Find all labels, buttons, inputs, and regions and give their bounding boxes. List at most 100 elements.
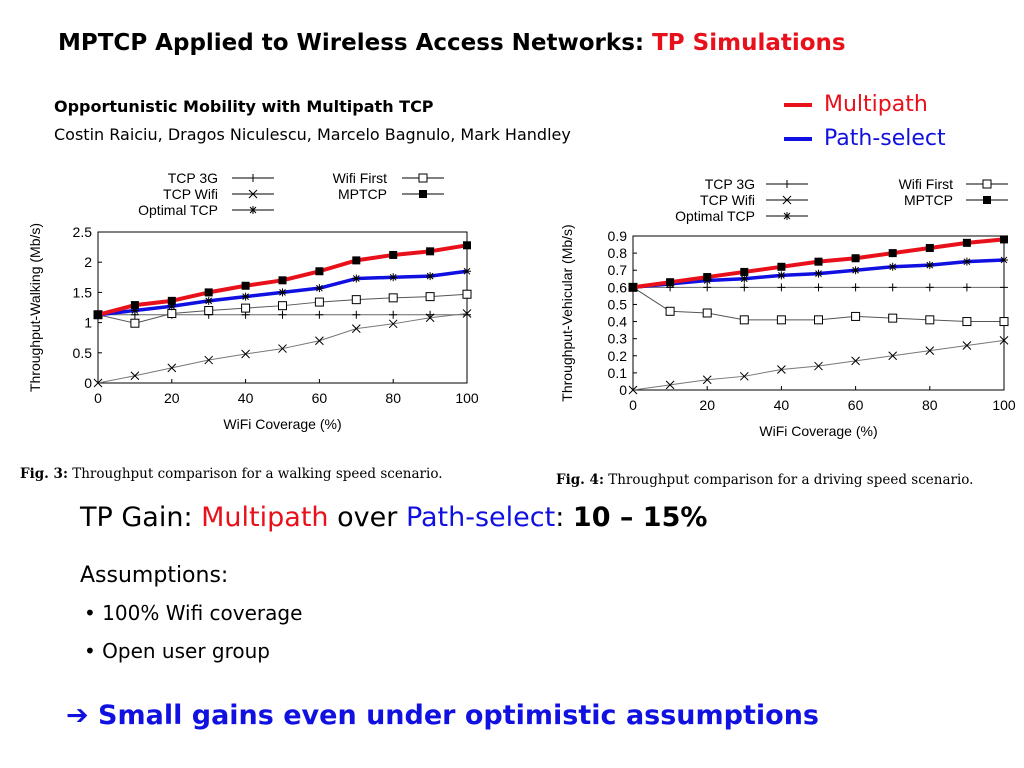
data-point xyxy=(925,283,934,292)
data-point-shape xyxy=(463,310,471,319)
data-point-shape xyxy=(130,318,140,328)
data-point xyxy=(426,272,435,281)
data-point-shape xyxy=(1000,255,1008,264)
y-tick-label: 0.1 xyxy=(608,365,628,381)
vehicular-throughput-chart: 0 20 40 60 80 100 00.10.20.30.4 0.50.60.70.80.9… xyxy=(559,176,1016,439)
data-point xyxy=(352,274,361,283)
arrow-right-icon: ➔ xyxy=(66,700,89,731)
data-point-shape xyxy=(167,302,176,311)
data-point xyxy=(315,336,324,346)
data-point xyxy=(814,269,823,278)
legend-marker xyxy=(418,173,428,183)
legend-marker-shape xyxy=(418,173,428,183)
plot-frame xyxy=(632,235,1005,391)
legend-entry: TCP 3G xyxy=(705,176,755,192)
data-point xyxy=(388,319,398,329)
data-point-shape xyxy=(352,274,361,283)
data-point-shape xyxy=(278,301,287,311)
data-point xyxy=(702,375,712,385)
figure-4-label: Fig. 4: xyxy=(556,472,604,488)
data-point-shape xyxy=(130,301,139,310)
data-point-shape xyxy=(204,288,213,297)
paper-title: Opportunistic Mobility with Multipath TC… xyxy=(54,97,434,116)
x-tick-label: 80 xyxy=(385,390,401,406)
data-point-shape xyxy=(352,310,361,319)
data-point xyxy=(703,283,712,292)
data-point xyxy=(278,288,287,297)
legend-marker xyxy=(419,190,427,198)
data-point-shape xyxy=(814,361,823,371)
data-point-shape xyxy=(740,267,749,276)
data-point xyxy=(739,371,749,381)
x-tick-label: 60 xyxy=(848,397,864,413)
data-point-shape xyxy=(925,243,934,252)
y-tick-label: 0.8 xyxy=(608,245,628,261)
legend-marker xyxy=(249,174,257,182)
data-point xyxy=(167,296,176,305)
legend-marker xyxy=(983,196,991,204)
data-point-shape xyxy=(777,271,786,280)
data-point xyxy=(204,306,214,316)
data-point xyxy=(425,313,435,323)
y-axis-label: Throughput-Vehicular (Mb/s) xyxy=(559,224,575,401)
data-point-shape xyxy=(278,288,287,297)
gain-colon: : xyxy=(555,502,565,533)
gain-value: 10 – 15% xyxy=(572,502,708,533)
y-tick-label: 0.4 xyxy=(608,314,628,330)
data-point xyxy=(851,266,860,275)
data-point-shape xyxy=(93,378,103,388)
legend-marker-shape xyxy=(783,212,791,220)
data-point xyxy=(851,311,861,321)
data-point xyxy=(463,241,471,250)
data-point-shape xyxy=(425,292,435,302)
bullet-text: Open user group xyxy=(102,639,270,663)
data-point-shape xyxy=(315,267,324,276)
assumptions-heading: Assumptions: xyxy=(80,563,229,588)
legend-multipath-label: Multipath xyxy=(824,92,928,117)
data-point xyxy=(204,296,213,305)
walking-throughput-chart: 0 20 40 60 80 100 0 0.5 1 1.5 2 2.5 WiFi Coverage (%… xyxy=(27,170,479,432)
data-point-shape xyxy=(740,283,749,292)
data-point-shape xyxy=(130,371,140,381)
x-tick-label: 100 xyxy=(455,390,479,406)
data-point xyxy=(204,288,213,297)
legend-pathselect-label: Path-select xyxy=(824,126,946,151)
data-point xyxy=(814,315,823,325)
data-point xyxy=(1000,283,1008,292)
data-point-shape xyxy=(999,317,1009,327)
x-tick-label: 40 xyxy=(238,390,254,406)
data-point xyxy=(962,317,972,327)
legend-entry: Optimal TCP xyxy=(138,202,218,218)
legend-entry: TCP Wifi xyxy=(700,192,755,208)
data-point-shape xyxy=(204,306,214,316)
data-point-shape xyxy=(740,274,749,283)
figure-3-text: Throughput comparison for a walking spee… xyxy=(72,466,443,482)
data-point xyxy=(888,313,898,323)
gain-multipath: Multipath xyxy=(201,502,329,533)
gain-pathselect: Path-select xyxy=(405,502,556,533)
data-point xyxy=(777,365,786,374)
data-point xyxy=(278,276,287,285)
data-point xyxy=(777,262,786,271)
y-tick-label: 0.7 xyxy=(608,262,628,278)
data-point-shape xyxy=(388,293,398,303)
data-point xyxy=(814,283,823,292)
data-point xyxy=(999,317,1009,327)
data-point xyxy=(1000,255,1008,264)
data-point xyxy=(463,267,471,276)
y-tick-label: 0.3 xyxy=(608,331,628,347)
legend-entry: MPTCP xyxy=(338,186,387,202)
data-point-shape xyxy=(204,355,214,365)
data-point xyxy=(462,289,472,299)
data-point-shape xyxy=(702,375,712,385)
data-point xyxy=(352,310,361,319)
data-point xyxy=(888,351,898,361)
data-point-shape xyxy=(814,315,823,325)
figure-3-label: Fig. 3: xyxy=(20,466,68,482)
legend-multipath-swatch xyxy=(784,103,812,107)
data-point xyxy=(925,346,935,355)
data-point xyxy=(315,310,324,319)
data-point xyxy=(666,278,675,287)
data-point-shape xyxy=(925,315,935,325)
data-point xyxy=(388,293,398,303)
